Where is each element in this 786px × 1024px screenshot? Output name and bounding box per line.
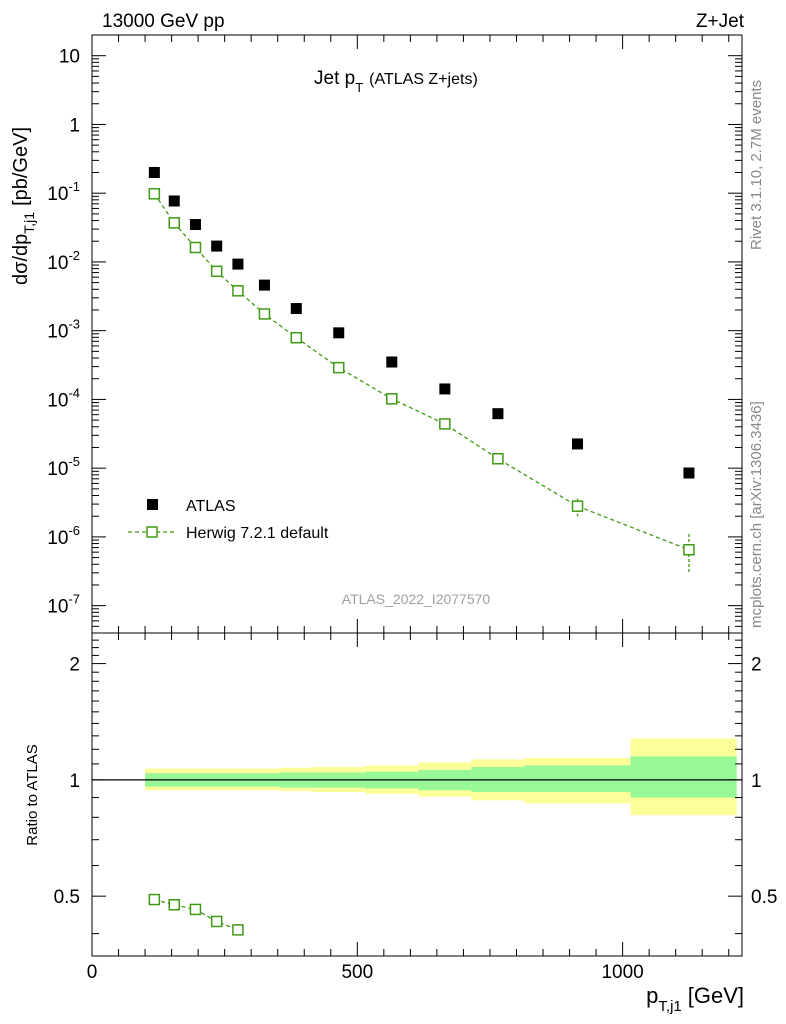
ratio-herwig-point [168, 899, 180, 911]
y-tick-label: 10-7 [47, 592, 80, 618]
y-tick-label: 10-1 [47, 179, 80, 205]
band-inner-12 [630, 756, 737, 798]
y-axis-label-main: dσ/dp [10, 234, 32, 285]
herwig-point [492, 453, 504, 465]
ratio-herwig-point [210, 915, 223, 928]
y-axis-label-suffix: [pb/GeV] [10, 127, 32, 206]
legend-label-herwig: Herwig 7.2.1 default [186, 525, 329, 542]
ratio-herwig-point [148, 893, 161, 906]
atlas-point [386, 356, 398, 368]
herwig-dashed-line [153, 193, 690, 551]
atlas-point [683, 467, 695, 479]
atlas-point [211, 240, 223, 252]
x-tick-label: 0 [87, 962, 98, 983]
energy-label: 13000 GeV pp [102, 11, 225, 32]
y-tick-label: 10-3 [47, 317, 80, 343]
ratio-axis-ticks: 0 500 1000 0.5 0.5 1 1 2 2 [54, 633, 777, 983]
analysis-id: ATLAS_2022_I2077570 [342, 591, 491, 607]
atlas-point [148, 166, 160, 178]
herwig-point [232, 285, 244, 297]
mcplots-label: mcplots.cern.ch [arXiv:1306.3436] [748, 401, 765, 628]
herwig-point [189, 241, 202, 254]
herwig-point [210, 265, 223, 278]
ratio-data-points [148, 893, 244, 936]
plot-title: Jet pT (ATLAS Z+jets) [314, 68, 478, 95]
main-data-points [148, 166, 695, 574]
herwig-point [332, 361, 345, 374]
x-axis-label-suffix: [GeV] [688, 983, 744, 1008]
atlas-point [258, 279, 270, 291]
atlas-point [168, 195, 180, 207]
y-tick-label: 10-6 [47, 523, 80, 549]
x-axis-label: pT,j1 [GeV] [646, 983, 744, 1015]
herwig-point [290, 331, 303, 344]
rivet-label: Rivet 3.1.10, 2.7M events [748, 80, 765, 250]
herwig-point [386, 393, 398, 405]
atlas-point [572, 438, 584, 450]
y-tick-label: 10 [59, 47, 80, 68]
x-axis-label-sub: T,j1 [658, 998, 681, 1015]
atlas-point [439, 383, 451, 395]
plot-title-main: Jet p [314, 68, 355, 89]
x-axis-label-main: p [646, 983, 658, 1008]
ratio-herwig-point [232, 924, 244, 936]
legend: ATLAS Herwig 7.2.1 default [128, 498, 329, 542]
x-tick-label: 500 [341, 962, 373, 983]
atlas-point [333, 327, 345, 339]
herwig-point [148, 188, 161, 200]
plot-title-sub: T [355, 80, 363, 95]
ratio-plot-frame [91, 632, 743, 957]
ratio-y-tick-label-right: 0.5 [751, 887, 777, 908]
atlas-point [492, 408, 504, 420]
ratio-uncertainty-bands [92, 738, 742, 816]
atlas-point [189, 219, 201, 231]
ratio-y-tick-label: 1 [69, 771, 80, 792]
main-plot-frame [91, 34, 743, 634]
y-tick-label: 10-5 [47, 454, 80, 480]
herwig-point [683, 544, 695, 556]
herwig-point [258, 308, 271, 320]
herwig-point [571, 500, 584, 512]
ratio-y-tick-label-right: 1 [751, 771, 762, 792]
y-tick-label: 10-4 [47, 385, 80, 411]
atlas-point [232, 258, 244, 270]
plot-title-suffix: (ATLAS Z+jets) [369, 71, 478, 88]
x-tick-label: 1000 [601, 962, 643, 983]
legend-label-atlas: ATLAS [186, 498, 236, 515]
herwig-point [168, 217, 180, 229]
herwig-point [439, 418, 451, 430]
band-inner-11 [524, 765, 631, 793]
ratio-y-tick-label-right: 2 [751, 655, 762, 676]
y-tick-label: 10-2 [47, 248, 80, 274]
ratio-y-axis-label: Ratio to ATLAS [24, 744, 41, 845]
ratio-herwig-point [189, 903, 202, 916]
y-axis-label: dσ/dpT,j1 [pb/GeV] [10, 127, 37, 285]
legend-marker-herwig [146, 526, 158, 538]
y-axis-label-sub: T,j1 [21, 212, 37, 234]
atlas-point [290, 303, 302, 315]
herwig-line [153, 193, 690, 551]
y-tick-label: 1 [69, 115, 80, 136]
ratio-y-tick-label: 2 [69, 655, 80, 676]
main-axis-ticks: 10-7 10-6 10-5 10-4 10-3 10-2 10-1 1 10 [47, 34, 742, 634]
process-label: Z+Jet [696, 11, 745, 32]
ratio-y-tick-label: 0.5 [54, 887, 80, 908]
legend-marker-atlas [147, 499, 158, 510]
